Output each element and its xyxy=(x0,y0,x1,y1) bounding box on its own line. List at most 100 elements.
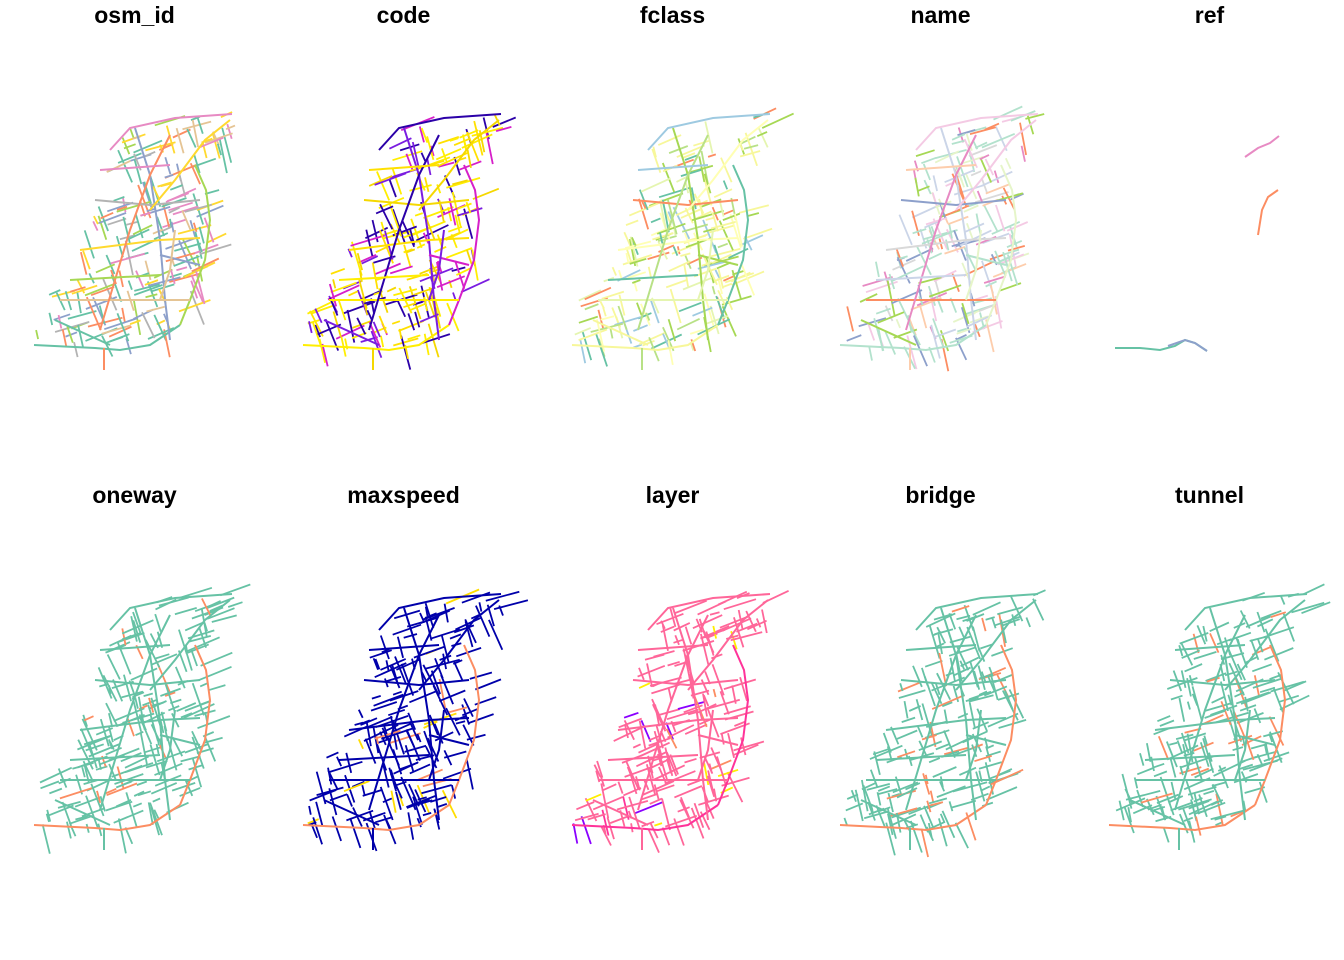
street-segment xyxy=(1140,792,1173,804)
main-road xyxy=(697,229,714,301)
street-segment xyxy=(351,241,363,276)
street-segment xyxy=(574,327,592,336)
street-segment xyxy=(362,789,383,797)
street-segment xyxy=(116,312,130,342)
street-segment xyxy=(652,232,674,241)
street-segment xyxy=(672,206,691,240)
street-segment xyxy=(1209,621,1230,633)
street-segment xyxy=(312,817,323,845)
street-segment xyxy=(66,326,74,343)
street-segment xyxy=(877,785,891,792)
street-segment xyxy=(380,229,398,237)
street-segment xyxy=(80,728,94,757)
main-road xyxy=(571,804,719,832)
street-segment xyxy=(442,653,447,670)
street-segment xyxy=(639,189,649,211)
street-segment xyxy=(994,615,1022,627)
street-segment xyxy=(668,145,689,154)
street-segment xyxy=(204,736,217,762)
street-segment xyxy=(698,794,729,806)
street-segment xyxy=(105,254,116,275)
street-segment xyxy=(374,658,381,670)
street-segment xyxy=(1233,711,1247,740)
street-segment xyxy=(98,212,127,225)
street-segment xyxy=(996,768,1013,777)
street-segment xyxy=(625,219,639,226)
street-segment xyxy=(370,701,398,712)
main-road xyxy=(875,274,967,281)
street-segment xyxy=(392,690,402,696)
main-road xyxy=(955,599,1037,691)
main-road xyxy=(149,119,231,211)
street-segment xyxy=(186,636,220,653)
street-segment xyxy=(928,797,948,805)
street-segment xyxy=(934,150,960,164)
street-segment xyxy=(704,121,714,154)
street-segment xyxy=(391,722,412,733)
street-segment xyxy=(734,213,743,247)
street-segment xyxy=(1269,731,1283,764)
street-segment xyxy=(661,798,671,831)
street-segment xyxy=(208,684,226,692)
street-segment xyxy=(166,735,178,771)
street-segment xyxy=(111,764,143,778)
street-segment xyxy=(653,650,675,658)
street-map xyxy=(571,107,794,370)
main-road xyxy=(418,119,500,211)
main-road xyxy=(418,599,500,691)
street-segment xyxy=(112,679,124,702)
street-segment xyxy=(941,701,953,708)
street-map xyxy=(302,588,529,852)
street-segment xyxy=(174,607,197,616)
street-segment xyxy=(931,192,938,207)
street-segment xyxy=(1245,615,1271,628)
street-segment xyxy=(127,280,133,291)
street-segment xyxy=(1244,696,1249,712)
street-segment xyxy=(631,279,641,284)
street-segment xyxy=(708,763,713,773)
street-segment xyxy=(76,292,82,314)
street-segment xyxy=(453,156,461,176)
street-segment xyxy=(920,828,929,858)
street-segment xyxy=(873,751,881,776)
street-segment xyxy=(690,807,705,839)
map-panel-ref: ref xyxy=(1075,0,1344,480)
street-segment xyxy=(407,313,416,331)
street-segment xyxy=(1216,638,1232,646)
street-segment xyxy=(391,320,401,325)
street-segment xyxy=(85,795,99,829)
street-segment xyxy=(964,172,978,200)
street-segment xyxy=(123,674,132,702)
street-segment xyxy=(1180,643,1194,666)
main-road xyxy=(1144,754,1236,761)
street-segment xyxy=(347,248,353,258)
street-segment xyxy=(866,321,876,341)
street-segment xyxy=(1170,781,1177,800)
street-segment xyxy=(935,743,951,751)
street-segment xyxy=(146,305,165,313)
street-segment xyxy=(691,209,724,222)
street-segment xyxy=(457,202,472,210)
street-segment xyxy=(206,607,235,620)
street-segment xyxy=(665,814,698,828)
street-segment xyxy=(1002,248,1020,256)
main-road xyxy=(1154,717,1276,731)
street-segment xyxy=(897,750,916,759)
street-segment xyxy=(361,255,379,265)
street-segment xyxy=(706,315,729,325)
street-segment xyxy=(140,211,152,217)
street-segment xyxy=(422,232,430,244)
street-segment xyxy=(640,177,671,193)
main-road xyxy=(302,324,450,352)
street-segment xyxy=(375,245,389,254)
street-segment xyxy=(721,305,737,337)
street-segment xyxy=(638,667,645,681)
street-segment xyxy=(580,816,592,845)
street-segment xyxy=(916,725,924,738)
street-segment xyxy=(963,204,979,213)
street-segment xyxy=(734,720,746,727)
street-segment xyxy=(720,733,725,745)
main-road xyxy=(1184,593,1308,631)
street-segment xyxy=(667,724,695,739)
